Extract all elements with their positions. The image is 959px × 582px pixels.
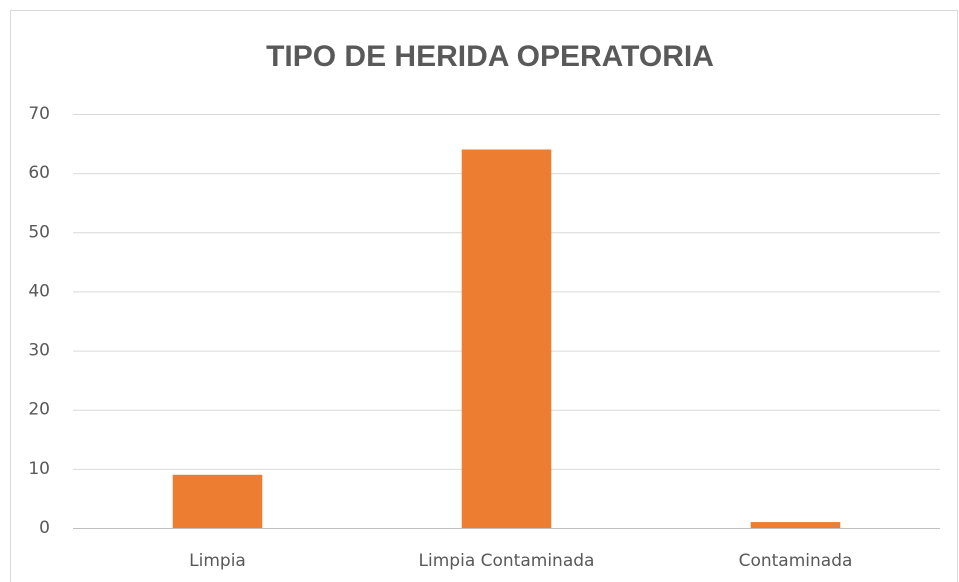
bar [461,149,552,528]
y-tick-label: 30 [28,341,50,361]
y-tick-label: 70 [28,104,50,124]
bar [172,474,263,528]
x-tick-label: Limpia [189,551,246,571]
y-tick-label: 60 [28,163,50,183]
bar [750,522,841,528]
y-tick-label: 40 [28,281,50,301]
y-tick-label: 50 [28,222,50,242]
y-tick-label: 20 [28,400,50,420]
x-tick-label: Contaminada [739,551,853,571]
x-tick-label: Limpia Contaminada [419,551,595,571]
chart-title: TIPO DE HERIDA OPERATORIA [266,40,714,73]
y-tick-label: 10 [28,459,50,479]
y-tick-label: 0 [39,518,50,538]
